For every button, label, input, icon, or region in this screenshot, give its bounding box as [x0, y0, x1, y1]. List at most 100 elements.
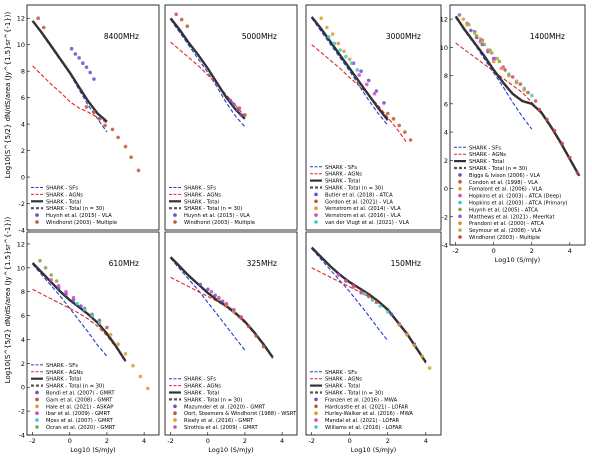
data-point [507, 73, 511, 78]
series-markers [75, 301, 102, 325]
legend-entry: Windhorst (2003) - Multiple [184, 220, 255, 226]
legend-entry: SHARK - Total [325, 384, 360, 390]
y-tick-label: -2 [442, 213, 448, 221]
data-point [374, 300, 379, 305]
data-point [465, 23, 469, 27]
legend-entry: SHARK - Total (n = 30) [184, 206, 242, 212]
legend-swatch [458, 173, 462, 177]
legend-entry: Garn et al. (2008) - GMRT [46, 397, 113, 403]
legend-entry: Condon et al. (1998) - VLA [469, 180, 538, 186]
x-tick-label: -2 [167, 437, 173, 445]
data-point [497, 59, 502, 64]
data-point [499, 66, 504, 71]
legend-swatch [314, 411, 318, 416]
series-line [455, 42, 580, 178]
data-point [246, 324, 251, 329]
legend-entry: SHARK - AGNs [325, 377, 362, 383]
legend-entry: Hopkins et al. (2003) - ATCA (Primary) [469, 201, 568, 207]
series-line [31, 262, 127, 362]
data-point [92, 77, 96, 81]
legend-entry: Huynh et al. (2015) - VLA [184, 213, 250, 219]
series-markers [386, 111, 413, 142]
x-axis-label: Log10 (S/mJy) [495, 256, 540, 264]
data-point [179, 17, 184, 22]
legend-entry: Biggs & Ivison (2006) - VLA [469, 173, 540, 179]
legend-entry: Hardcastle et al. (2021) - LOFAR [325, 404, 409, 410]
series-line [170, 257, 246, 351]
data-point [530, 93, 534, 98]
legend-swatch [314, 220, 318, 224]
data-point [116, 135, 120, 140]
y-tick-label: 2 [21, 360, 25, 368]
legend-swatch [458, 207, 462, 212]
legend-entry: Risely et al. (2016) - GMRT [184, 418, 254, 424]
data-point [327, 35, 331, 39]
data-point [41, 25, 46, 30]
data-point [232, 307, 236, 312]
data-point [370, 298, 375, 302]
data-point [351, 285, 356, 289]
data-point [254, 334, 258, 338]
data-point [136, 168, 141, 173]
data-point [123, 144, 128, 149]
data-point [403, 130, 407, 134]
series-line [32, 263, 108, 357]
data-point [469, 28, 473, 33]
plot-frame [164, 231, 298, 436]
legend-entry: SHARK - Total (n = 30) [46, 206, 104, 212]
legend-entry: Huynh et al. (2015) - VLA [46, 213, 112, 219]
legend-entry: SHARK - Total (n = 30) [469, 166, 527, 172]
data-point [261, 344, 266, 349]
legend-entry: Ocran et al. (2020) - GMRT [46, 425, 116, 431]
legend-entry: SHARK - SFs [469, 145, 501, 151]
series-line [169, 17, 246, 120]
x-tick-label: 0 [68, 437, 72, 445]
x-tick-label: -2 [29, 437, 35, 445]
legend-swatch [458, 180, 462, 184]
legend-entry: SHARK - Total [46, 199, 81, 205]
plot-area [31, 258, 150, 391]
legend-entry: Vernstrom et al. (2016) - VLA [325, 213, 401, 219]
x-tick-label: -2 [308, 437, 314, 445]
data-point [82, 307, 87, 312]
data-point [344, 279, 348, 283]
legend-entry: SHARK - Total [184, 199, 219, 205]
legend-entry: SHARK - Total [184, 391, 219, 397]
x-tick-label: 4 [424, 437, 428, 445]
x-axis-label: Log10 (S/mJy) [208, 446, 253, 454]
legend-entry: SHARK - SFs [325, 165, 357, 171]
legend-swatch [458, 200, 462, 205]
data-point [391, 117, 396, 121]
legend-entry: SHARK - AGNs [46, 370, 83, 376]
data-point [105, 325, 109, 330]
legend-swatch [35, 390, 39, 395]
data-point [495, 56, 500, 61]
legend-swatch [35, 404, 39, 409]
series-line [170, 41, 246, 117]
legend-entry: SHARK - AGNs [325, 172, 362, 178]
data-point [382, 101, 386, 105]
plot-area [310, 16, 413, 143]
legend-swatch [314, 418, 318, 422]
y-tick-label: 8 [21, 288, 25, 296]
data-point [480, 39, 485, 44]
data-point [129, 155, 133, 159]
plot-frame [26, 231, 160, 436]
legend-entry: SHARK - Total [46, 377, 81, 383]
legend-entry: SHARK - Total [325, 179, 360, 185]
legend-entry: Mazumder et al. (2020) - GMRT [184, 404, 266, 410]
y-tick-label: 10 [17, 41, 25, 49]
x-tick-label: 2 [105, 437, 109, 445]
data-point [397, 323, 402, 327]
data-point [239, 315, 243, 319]
legend-entry: Hopkins et al. (2003) - ATCA (Deep) [469, 194, 561, 200]
y-tick-label: 6 [21, 312, 25, 320]
legend-entry: SHARK - Total [469, 159, 504, 165]
legend-entry: SHARK - Total (n = 30) [325, 391, 383, 397]
panel-title: 325MHz [247, 259, 277, 268]
data-point [552, 128, 557, 133]
data-point [174, 12, 178, 17]
data-point [355, 68, 360, 72]
